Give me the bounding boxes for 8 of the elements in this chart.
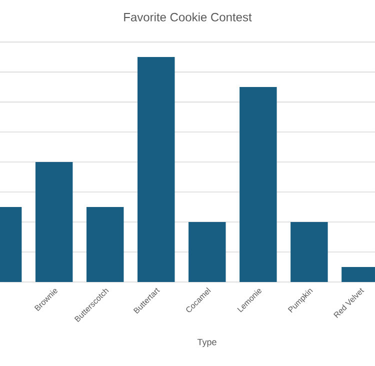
chart-title: Favorite Cookie Contest [124, 12, 252, 22]
bar [138, 57, 175, 282]
bar [86, 206, 124, 282]
bar [290, 222, 328, 282]
bar [240, 86, 277, 282]
bar [35, 162, 73, 282]
x-axis-title: Type [197, 338, 216, 348]
bar [188, 222, 226, 282]
